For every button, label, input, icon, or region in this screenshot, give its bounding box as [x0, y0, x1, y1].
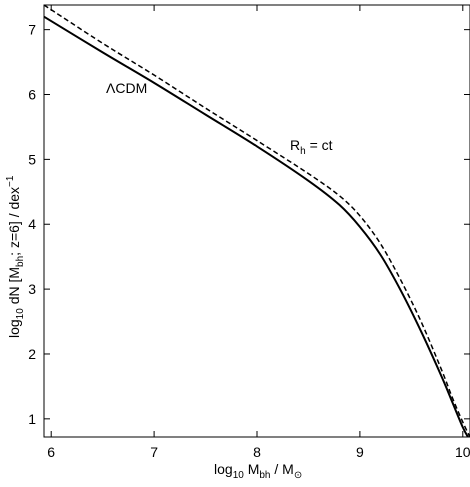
x-tick-label: 6	[47, 444, 55, 460]
y-label-sub1: 10	[15, 308, 26, 320]
annotation-rh-tail: = ct	[306, 137, 333, 153]
y-tick-label: 3	[28, 281, 36, 297]
annotation-lcdm-text: ΛCDM	[106, 80, 147, 96]
x-tick-label: 8	[253, 444, 261, 460]
y-label-mid: dN [M	[6, 267, 22, 308]
x-label-mid: M	[244, 461, 260, 477]
x-label-main: log	[214, 461, 233, 477]
plot-frame	[43, 4, 470, 438]
y-tick-label: 2	[28, 346, 36, 362]
annotation-rh-main: R	[290, 137, 300, 153]
y-tick-label: 5	[28, 151, 36, 167]
x-tick-label: 7	[150, 444, 158, 460]
y-label-sub2: bh	[15, 256, 26, 267]
x-label-sub2: bh	[259, 470, 270, 481]
x-label-sub3: ⊙	[294, 470, 302, 481]
y-tick-label: 4	[28, 216, 36, 232]
x-label-sub1: 10	[233, 470, 245, 481]
y-axis-ticks: 1 2 3 4 5 6 7	[28, 22, 470, 427]
x-tick-label: 9	[356, 444, 364, 460]
series-layer	[43, 4, 470, 438]
annotation-rh-ct: Rh = ct	[290, 137, 333, 157]
annotation-lcdm: ΛCDM	[106, 80, 147, 96]
y-axis-label: log10 dN [Mbh; z=6] / dex−1	[5, 175, 26, 338]
annotation-rh-sub: h	[300, 146, 306, 157]
y-tick-label: 6	[28, 87, 36, 103]
x-tick-label: 10	[455, 444, 470, 460]
y-tick-label: 1	[28, 411, 36, 427]
x-label-tail: / M	[271, 461, 294, 477]
y-tick-label: 7	[28, 22, 36, 38]
y-label-tail: ; z=6] / dex	[6, 187, 22, 256]
y-label-sup: −1	[5, 175, 16, 187]
series-line-lcdm	[43, 15, 469, 438]
series-line-rh-ct	[43, 4, 470, 438]
x-axis-label: log10 Mbh / M⊙	[214, 461, 302, 481]
x-axis-ticks: 6 7 8 9 10	[47, 5, 470, 460]
y-label-main: log	[6, 319, 22, 338]
